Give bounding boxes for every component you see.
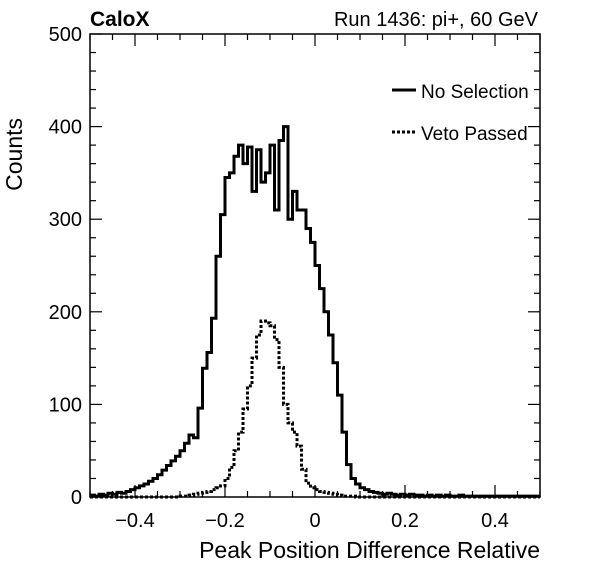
x-axis-title: Peak Position Difference Relative [199, 537, 540, 563]
experiment-label: CaloX [90, 8, 150, 31]
y-tick-label: 300 [49, 209, 82, 231]
y-axis-title: Counts [1, 118, 27, 191]
x-tick-label: 0 [309, 510, 320, 532]
legend-label-veto-passed: Veto Passed [421, 124, 528, 145]
y-tick-label: 0 [71, 487, 82, 509]
series-layer [90, 125, 540, 499]
legend-label-no-selection: No Selection [421, 82, 529, 103]
legend: No Selection Veto Passed [392, 82, 529, 145]
axes-layer: −0.4 −0.2 0 0.2 0.4 0 100 200 300 400 500 [49, 24, 541, 532]
x-tick-label: −0.4 [115, 510, 154, 532]
x-tick-label: −0.2 [205, 510, 244, 532]
series-line-no-selection [90, 125, 540, 498]
series-line-veto-passed [90, 319, 540, 499]
y-tick-label: 200 [49, 302, 82, 324]
run-info-label: Run 1436: pi+, 60 GeV [334, 9, 539, 31]
y-tick-label: 100 [49, 394, 82, 416]
y-tick-label: 400 [49, 117, 82, 139]
x-tick-label: 0.2 [391, 510, 419, 532]
x-tick-label: 0.4 [481, 510, 509, 532]
y-tick-label: 500 [49, 24, 82, 46]
